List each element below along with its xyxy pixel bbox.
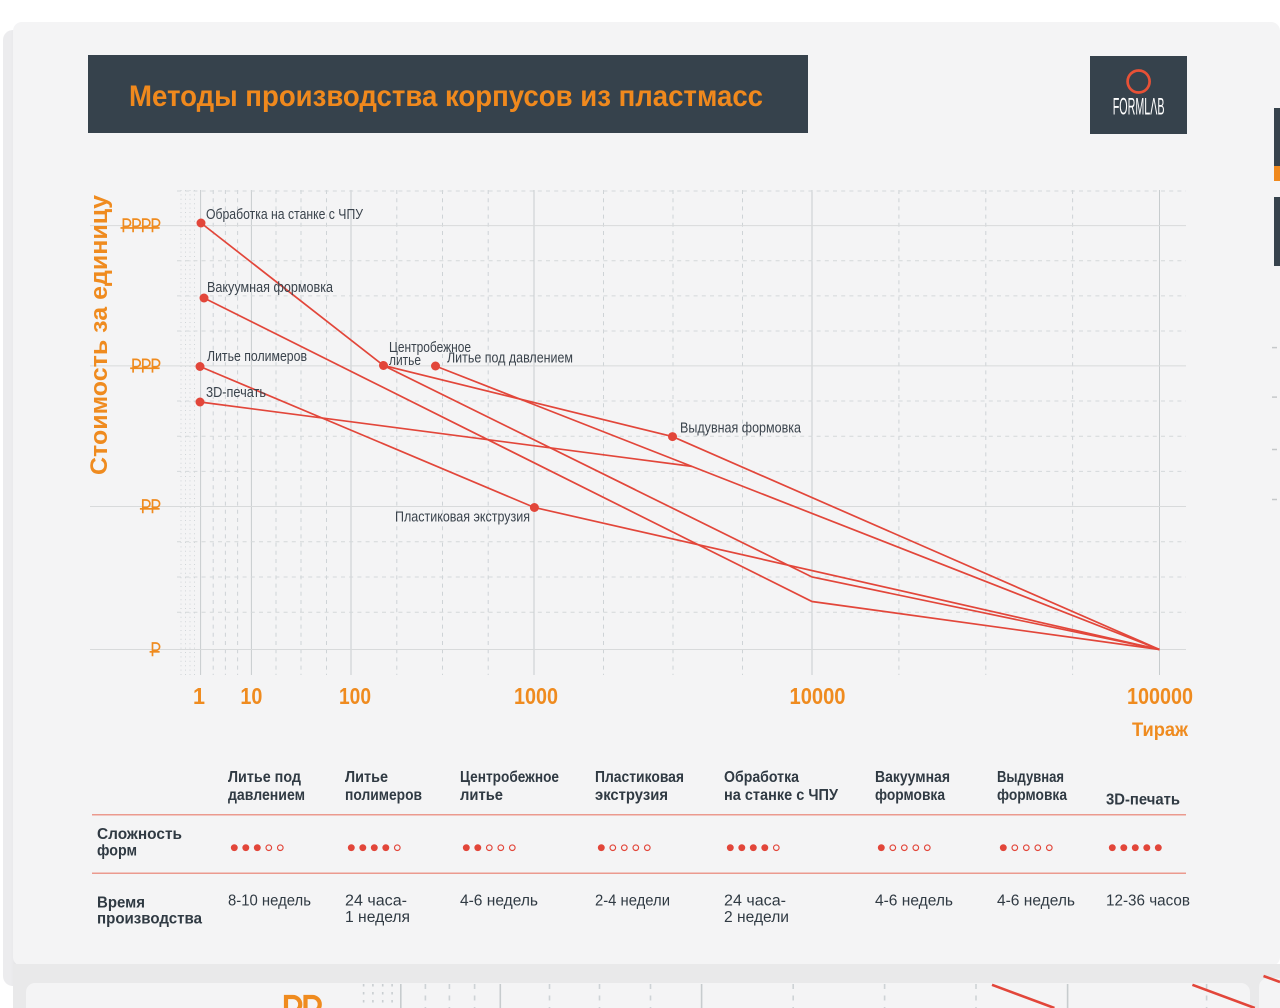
svg-text:Вакуумная: Вакуумная — [875, 769, 950, 786]
svg-text:100000: 100000 — [1127, 683, 1193, 709]
svg-text:1: 1 — [193, 683, 205, 709]
svg-text:Литье полимеров: Литье полимеров — [207, 349, 307, 365]
svg-text:Методы производства корпусов и: Методы производства корпусов из пластмас… — [129, 80, 763, 113]
svg-text:формовка: формовка — [875, 787, 945, 804]
svg-text:литье: литье — [389, 353, 421, 369]
svg-text:1000: 1000 — [514, 683, 558, 709]
svg-text:10: 10 — [240, 683, 262, 709]
svg-text:12-36 часов: 12-36 часов — [1106, 893, 1190, 910]
svg-text:Время: Время — [97, 895, 145, 912]
svg-text:давлением: давлением — [228, 787, 305, 804]
svg-text:FORMLΛB: FORMLΛB — [1113, 95, 1165, 121]
svg-text:Литье: Литье — [345, 769, 388, 786]
svg-text:Литье под давлением: Литье под давлением — [447, 351, 573, 367]
svg-text:24 часа-: 24 часа- — [345, 893, 407, 910]
svg-text:экструзия: экструзия — [595, 787, 668, 804]
svg-text:2 недели: 2 недели — [724, 909, 789, 926]
svg-text:Пластиковая: Пластиковая — [595, 769, 684, 786]
svg-text:Выдувная: Выдувная — [997, 769, 1064, 786]
svg-text:4-6 недель: 4-6 недель — [997, 893, 1075, 910]
svg-text:3D-печать: 3D-печать — [1106, 792, 1180, 809]
svg-text:Литье под: Литье под — [228, 769, 301, 786]
svg-text:Вакуумная формовка: Вакуумная формовка — [207, 280, 334, 296]
svg-text:на станке с ЧПУ: на станке с ЧПУ — [724, 787, 839, 804]
svg-text:Стоимость за единицу: Стоимость за единицу — [86, 194, 113, 475]
svg-text:1 неделя: 1 неделя — [345, 909, 410, 926]
svg-text:Центробежное: Центробежное — [389, 340, 471, 356]
svg-text:Выдувная формовка: Выдувная формовка — [680, 421, 802, 437]
svg-text:производства: производства — [97, 911, 202, 928]
svg-text:4-6 недель: 4-6 недель — [875, 893, 953, 910]
svg-text:Обработка: Обработка — [724, 769, 799, 786]
svg-text:литье: литье — [460, 787, 503, 804]
svg-text:24 часа-: 24 часа- — [724, 893, 786, 910]
svg-text:Тираж: Тираж — [1132, 720, 1188, 741]
svg-text:Обработка на станке с ЧПУ: Обработка на станке с ЧПУ — [206, 207, 364, 223]
svg-text:форм: форм — [97, 843, 137, 860]
svg-text:Сложность: Сложность — [97, 826, 182, 843]
svg-text:8-10 недель: 8-10 недель — [228, 893, 311, 910]
svg-text:3D-печать: 3D-печать — [206, 385, 266, 401]
svg-text:10000: 10000 — [790, 683, 846, 709]
svg-text:2-4 недели: 2-4 недели — [595, 893, 670, 910]
svg-text:полимеров: полимеров — [345, 787, 422, 804]
svg-text:100: 100 — [339, 683, 371, 709]
svg-text:формовка: формовка — [997, 787, 1067, 804]
svg-text:Пластиковая экструзия: Пластиковая экструзия — [395, 510, 530, 526]
svg-text:4-6 недель: 4-6 недель — [460, 893, 538, 910]
svg-text:Центробежное: Центробежное — [460, 769, 559, 786]
